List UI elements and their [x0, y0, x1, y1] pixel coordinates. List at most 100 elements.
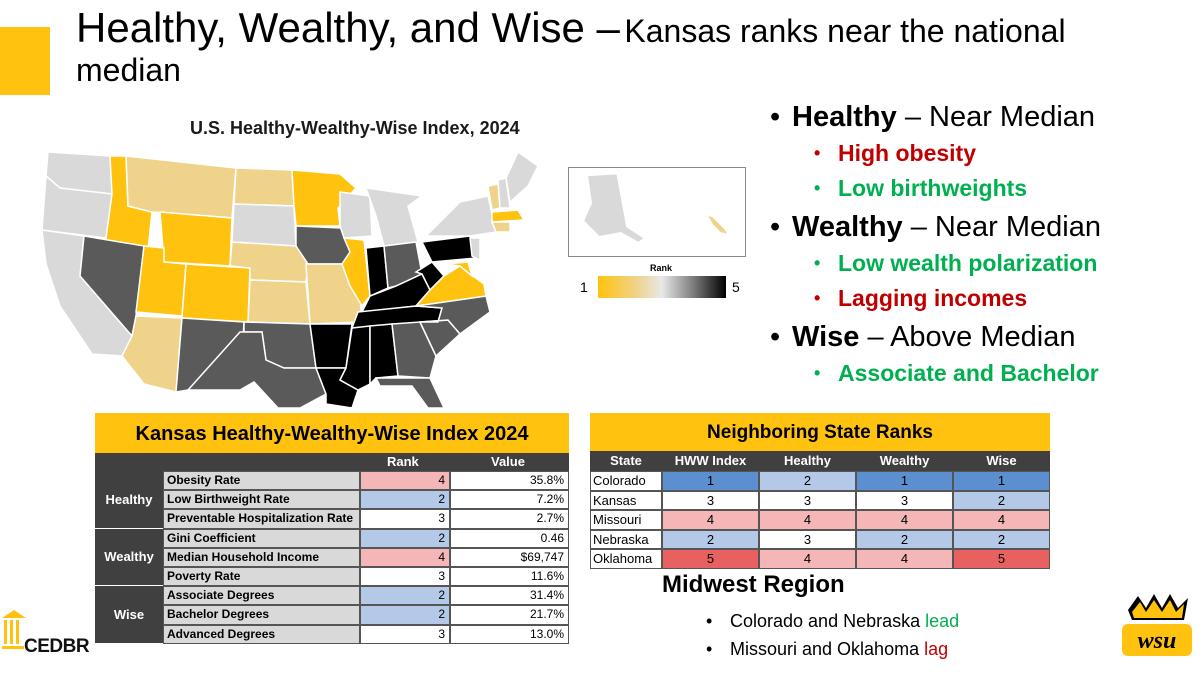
rank-cell: 1: [953, 471, 1050, 491]
midwest-item: • Missouri and Oklahoma lag: [706, 639, 949, 659]
metric-name: Obesity Rate: [163, 471, 360, 491]
rank-cell: 3: [759, 490, 856, 511]
value-cell: 21.7%: [450, 605, 569, 625]
table-row: Gini Coefficient 2 0.46: [95, 528, 569, 548]
bullet-healthy: • Healthy – Near Median: [770, 101, 1096, 133]
legend-min: 1: [580, 279, 588, 295]
metric-name: Preventable Hospitalization Rate: [163, 509, 360, 529]
state-name: Colorado: [590, 471, 662, 491]
title-main: Healthy, Wealthy, and Wise –: [76, 4, 620, 51]
state-name: Nebraska: [590, 529, 662, 550]
legend-max: 5: [732, 279, 740, 295]
rank-cell: 4: [662, 510, 759, 530]
midwest-title: Midwest Region: [662, 571, 845, 598]
group-label: Wealthy: [95, 528, 163, 587]
state-name: Oklahoma: [590, 549, 662, 569]
rank-cell: 2: [953, 490, 1050, 511]
map-state-nc: [415, 295, 491, 336]
map-state-pa: [420, 235, 477, 263]
rank-cell: 4: [856, 510, 953, 530]
map-state-nj: [469, 237, 481, 262]
map-state-co: [181, 263, 251, 323]
map-state-fl: [374, 377, 445, 408]
rank-cell: 3: [360, 624, 450, 644]
rank-cell: 2: [360, 586, 450, 606]
map-state-tx: [186, 331, 327, 408]
svg-text:wsu: wsu: [1138, 628, 1177, 654]
metric-name: Median Household Income: [163, 547, 360, 567]
slide-title: Healthy, Wealthy, and Wise – Kansas rank…: [76, 4, 1076, 89]
value-cell: 7.2%: [450, 490, 569, 510]
table-row: Associate Degrees 2 31.4%: [95, 586, 569, 606]
map-state-mn: [291, 169, 358, 227]
map-state-nd: [233, 167, 295, 207]
state-name: Kansas: [590, 490, 662, 511]
map-state-hi: [705, 214, 730, 236]
col-value-header: Value: [491, 454, 525, 469]
rank-cell: 3: [360, 567, 450, 587]
rank-cell: 4: [360, 547, 450, 567]
neighbor-table-title: Neighboring State Ranks: [590, 413, 1050, 451]
rank-cell: 3: [360, 509, 450, 529]
rank-cell: 4: [856, 549, 953, 569]
column-header: HWW Index: [662, 451, 759, 471]
legend-title: Rank: [650, 263, 673, 273]
map-state-ma: [491, 209, 526, 223]
rank-cell: 2: [759, 471, 856, 491]
map-state-ks: [247, 279, 311, 325]
column-header: State: [590, 451, 662, 471]
rank-cell: 4: [953, 510, 1050, 530]
bullet-wise: • Wise – Above Median: [770, 321, 1076, 353]
map-state-ar: [309, 323, 353, 369]
map-state-ny: [424, 195, 497, 237]
cedbr-logo-text: CEDBR: [24, 636, 90, 657]
map-state-wi: [339, 191, 373, 239]
map-state-il: [341, 237, 371, 308]
map-state-mi: [364, 187, 424, 247]
map-title: U.S. Healthy-Wealthy-Wise Index, 2024: [190, 118, 520, 138]
group-label: Healthy: [95, 471, 163, 529]
column-header: Wealthy: [856, 451, 953, 471]
midwest-item: • Colorado and Nebraska lead: [706, 611, 960, 631]
neighbor-table-grid: State HWW Index Healthy Wealthy Wise Colorado…: [590, 451, 1050, 569]
metric-name: Associate Degrees: [163, 586, 360, 606]
rank-cell: 1: [856, 471, 953, 491]
table-row: Obesity Rate 4 35.8%: [95, 471, 569, 491]
rank-cell: 2: [360, 528, 450, 548]
map-state-ak: [583, 173, 646, 243]
map-state-ga: [391, 321, 437, 379]
table-row: Median Household Income 4 $69,747: [95, 547, 569, 567]
map-state-ct: [490, 221, 511, 233]
kansas-table-title: Kansas Healthy-Wealthy-Wise Index 2024: [95, 413, 569, 453]
map-state-sd: [231, 203, 297, 247]
rank-cell: 5: [953, 549, 1050, 569]
table-row: Preventable Hospitalization Rate 3 2.7%: [95, 509, 569, 529]
value-cell: 2.7%: [450, 509, 569, 529]
metric-name: Poverty Rate: [163, 567, 360, 587]
summary-bullets: • Healthy – Near Median • High obesity • Lo…: [770, 96, 1190, 391]
table-row: Poverty Rate 3 11.6%: [95, 567, 569, 587]
col-rank-header: Rank: [387, 454, 419, 469]
sub-bullet: • Lagging incomes: [814, 285, 1028, 311]
metric-name: Advanced Degrees: [163, 624, 360, 644]
map-legend: Rank 1 5: [578, 263, 748, 307]
kansas-table-body: Healthy Obesity Rate 4 35.8% Low Birthweight…: [95, 471, 569, 644]
rank-cell: 4: [759, 549, 856, 569]
bullet-wealthy: • Wealthy – Near Median: [770, 211, 1101, 243]
metric-name: Bachelor Degrees: [163, 605, 360, 625]
neighbor-ranks-table: Neighboring State Ranks State HWW Index He…: [590, 413, 1050, 569]
sub-bullet: • High obesity: [814, 140, 977, 166]
map-state-mt: [125, 155, 237, 219]
sub-bullet: • Associate and Bachelor: [814, 360, 1099, 386]
table-row: Low Birthweight Rate 2 7.2%: [95, 490, 569, 510]
map-state-wy: [159, 211, 233, 267]
rank-cell: 1: [662, 471, 759, 491]
accent-block: [0, 27, 50, 95]
rank-cell: 2: [360, 490, 450, 510]
legend-gradient: [598, 276, 726, 298]
table-row: Advanced Degrees 3 13.0%: [95, 624, 569, 644]
value-cell: 31.4%: [450, 586, 569, 606]
map-state-va: [414, 265, 487, 308]
rank-cell: 3: [662, 490, 759, 511]
group-label: Wise: [95, 586, 163, 644]
